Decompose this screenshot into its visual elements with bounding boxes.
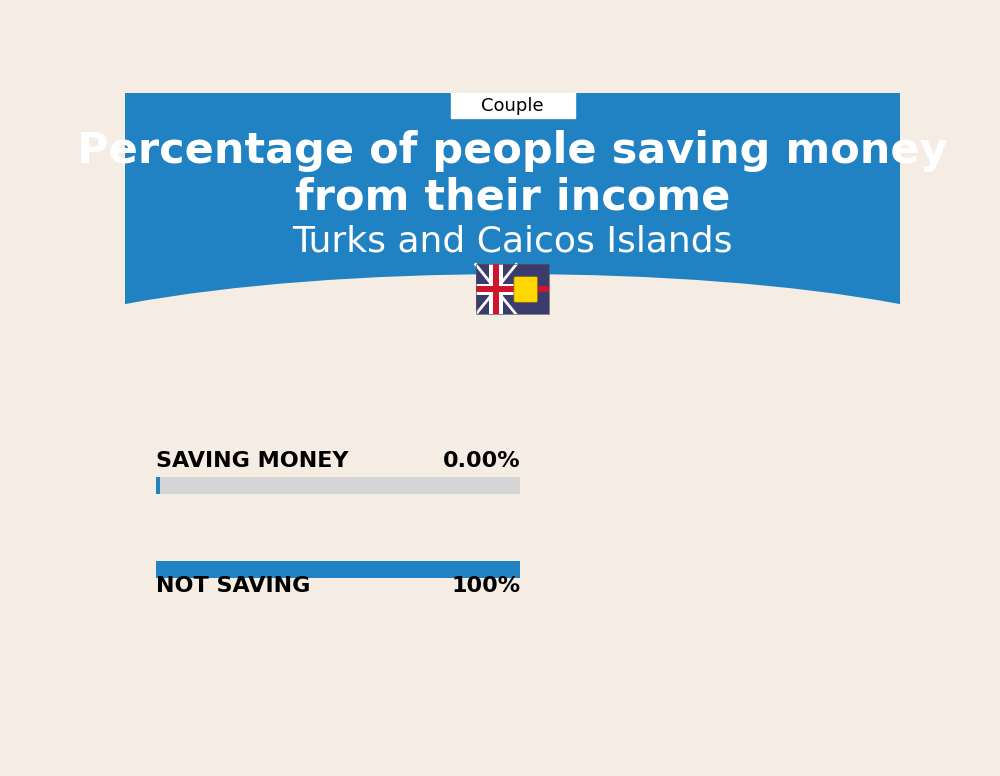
Text: 100%: 100%: [451, 576, 520, 596]
Bar: [156, 561, 520, 578]
Text: Turks and Caicos Islands: Turks and Caicos Islands: [292, 225, 733, 258]
Ellipse shape: [0, 274, 1000, 474]
Text: from their income: from their income: [295, 176, 730, 218]
Bar: [493, 265, 499, 314]
Bar: [450, 92, 574, 118]
Bar: [156, 476, 160, 494]
FancyBboxPatch shape: [514, 277, 538, 303]
Bar: [493, 265, 499, 314]
Bar: [476, 265, 549, 314]
Bar: [125, 93, 900, 332]
Bar: [476, 286, 549, 293]
Text: SAVING MONEY: SAVING MONEY: [156, 451, 349, 471]
Text: Couple: Couple: [481, 97, 544, 115]
Bar: [476, 284, 516, 295]
Bar: [156, 476, 520, 494]
Text: 0.00%: 0.00%: [443, 451, 520, 471]
Bar: [476, 265, 549, 314]
Bar: [489, 265, 503, 314]
Text: NOT SAVING: NOT SAVING: [156, 576, 310, 596]
Text: Percentage of people saving money: Percentage of people saving money: [77, 130, 948, 171]
Bar: [476, 286, 516, 293]
